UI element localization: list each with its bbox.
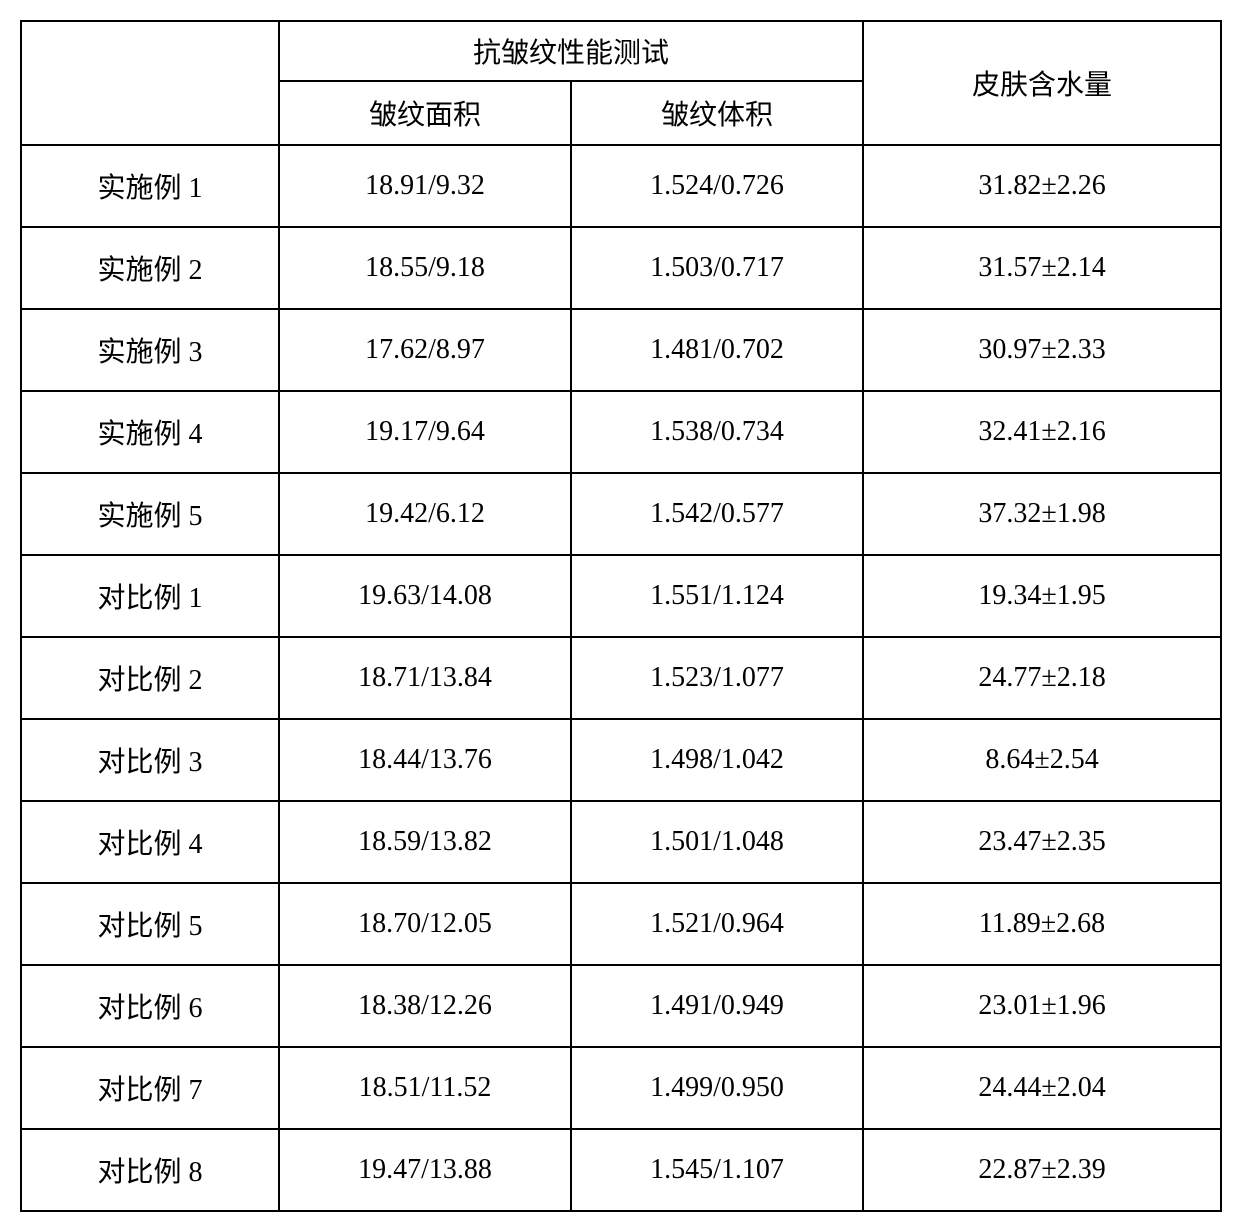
row-wrinkle-volume: 1.499/0.950 xyxy=(571,1047,863,1129)
row-wrinkle-volume: 1.481/0.702 xyxy=(571,309,863,391)
row-skin-moisture: 24.44±2.04 xyxy=(863,1047,1221,1129)
row-skin-moisture: 31.82±2.26 xyxy=(863,145,1221,227)
table-row: 对比例 218.71/13.841.523/1.07724.77±2.18 xyxy=(21,637,1221,719)
row-wrinkle-area: 18.44/13.76 xyxy=(279,719,571,801)
row-wrinkle-area: 19.17/9.64 xyxy=(279,391,571,473)
table-row: 对比例 819.47/13.881.545/1.10722.87±2.39 xyxy=(21,1129,1221,1211)
row-label: 对比例 2 xyxy=(21,637,279,719)
row-label: 对比例 7 xyxy=(21,1047,279,1129)
row-skin-moisture: 24.77±2.18 xyxy=(863,637,1221,719)
table-row: 对比例 318.44/13.761.498/1.0428.64±2.54 xyxy=(21,719,1221,801)
row-skin-moisture: 19.34±1.95 xyxy=(863,555,1221,637)
table-body: 实施例 118.91/9.321.524/0.72631.82±2.26实施例 … xyxy=(21,145,1221,1211)
row-wrinkle-volume: 1.491/0.949 xyxy=(571,965,863,1047)
performance-data-table: 抗皱纹性能测试 皮肤含水量 皱纹面积 皱纹体积 实施例 118.91/9.321… xyxy=(20,20,1222,1212)
row-label: 对比例 3 xyxy=(21,719,279,801)
row-wrinkle-area: 17.62/8.97 xyxy=(279,309,571,391)
table-row: 实施例 317.62/8.971.481/0.70230.97±2.33 xyxy=(21,309,1221,391)
row-wrinkle-area: 18.70/12.05 xyxy=(279,883,571,965)
row-wrinkle-area: 18.71/13.84 xyxy=(279,637,571,719)
table-row: 实施例 419.17/9.641.538/0.73432.41±2.16 xyxy=(21,391,1221,473)
row-wrinkle-area: 19.63/14.08 xyxy=(279,555,571,637)
row-label: 对比例 8 xyxy=(21,1129,279,1211)
row-skin-moisture: 32.41±2.16 xyxy=(863,391,1221,473)
row-skin-moisture: 23.01±1.96 xyxy=(863,965,1221,1047)
row-wrinkle-volume: 1.538/0.734 xyxy=(571,391,863,473)
header-wrinkle-area: 皱纹面积 xyxy=(279,81,571,145)
table-row: 实施例 218.55/9.181.503/0.71731.57±2.14 xyxy=(21,227,1221,309)
table-row: 实施例 519.42/6.121.542/0.57737.32±1.98 xyxy=(21,473,1221,555)
row-wrinkle-area: 19.47/13.88 xyxy=(279,1129,571,1211)
table-row: 对比例 718.51/11.521.499/0.95024.44±2.04 xyxy=(21,1047,1221,1129)
row-skin-moisture: 8.64±2.54 xyxy=(863,719,1221,801)
row-wrinkle-volume: 1.542/0.577 xyxy=(571,473,863,555)
data-table-container: 抗皱纹性能测试 皮肤含水量 皱纹面积 皱纹体积 实施例 118.91/9.321… xyxy=(20,20,1220,1212)
table-row: 对比例 418.59/13.821.501/1.04823.47±2.35 xyxy=(21,801,1221,883)
row-label: 实施例 2 xyxy=(21,227,279,309)
header-skin-moisture: 皮肤含水量 xyxy=(863,21,1221,145)
row-skin-moisture: 31.57±2.14 xyxy=(863,227,1221,309)
row-label: 实施例 4 xyxy=(21,391,279,473)
row-wrinkle-volume: 1.524/0.726 xyxy=(571,145,863,227)
row-wrinkle-volume: 1.521/0.964 xyxy=(571,883,863,965)
row-wrinkle-area: 19.42/6.12 xyxy=(279,473,571,555)
row-wrinkle-volume: 1.551/1.124 xyxy=(571,555,863,637)
row-wrinkle-area: 18.55/9.18 xyxy=(279,227,571,309)
row-wrinkle-area: 18.91/9.32 xyxy=(279,145,571,227)
row-label: 实施例 1 xyxy=(21,145,279,227)
row-label: 对比例 4 xyxy=(21,801,279,883)
row-label: 对比例 1 xyxy=(21,555,279,637)
row-label: 对比例 6 xyxy=(21,965,279,1047)
row-wrinkle-area: 18.51/11.52 xyxy=(279,1047,571,1129)
row-wrinkle-volume: 1.545/1.107 xyxy=(571,1129,863,1211)
table-row: 实施例 118.91/9.321.524/0.72631.82±2.26 xyxy=(21,145,1221,227)
row-skin-moisture: 11.89±2.68 xyxy=(863,883,1221,965)
row-label: 对比例 5 xyxy=(21,883,279,965)
row-skin-moisture: 30.97±2.33 xyxy=(863,309,1221,391)
row-label: 实施例 3 xyxy=(21,309,279,391)
row-wrinkle-volume: 1.523/1.077 xyxy=(571,637,863,719)
row-wrinkle-volume: 1.503/0.717 xyxy=(571,227,863,309)
row-wrinkle-area: 18.38/12.26 xyxy=(279,965,571,1047)
row-skin-moisture: 23.47±2.35 xyxy=(863,801,1221,883)
table-row: 对比例 618.38/12.261.491/0.94923.01±1.96 xyxy=(21,965,1221,1047)
table-row: 对比例 119.63/14.081.551/1.12419.34±1.95 xyxy=(21,555,1221,637)
table-row: 对比例 518.70/12.051.521/0.96411.89±2.68 xyxy=(21,883,1221,965)
row-wrinkle-volume: 1.501/1.048 xyxy=(571,801,863,883)
row-skin-moisture: 22.87±2.39 xyxy=(863,1129,1221,1211)
row-label: 实施例 5 xyxy=(21,473,279,555)
header-main-test: 抗皱纹性能测试 xyxy=(279,21,863,81)
row-wrinkle-volume: 1.498/1.042 xyxy=(571,719,863,801)
header-wrinkle-volume: 皱纹体积 xyxy=(571,81,863,145)
header-empty-cell xyxy=(21,21,279,145)
table-header-row-1: 抗皱纹性能测试 皮肤含水量 xyxy=(21,21,1221,81)
row-skin-moisture: 37.32±1.98 xyxy=(863,473,1221,555)
row-wrinkle-area: 18.59/13.82 xyxy=(279,801,571,883)
